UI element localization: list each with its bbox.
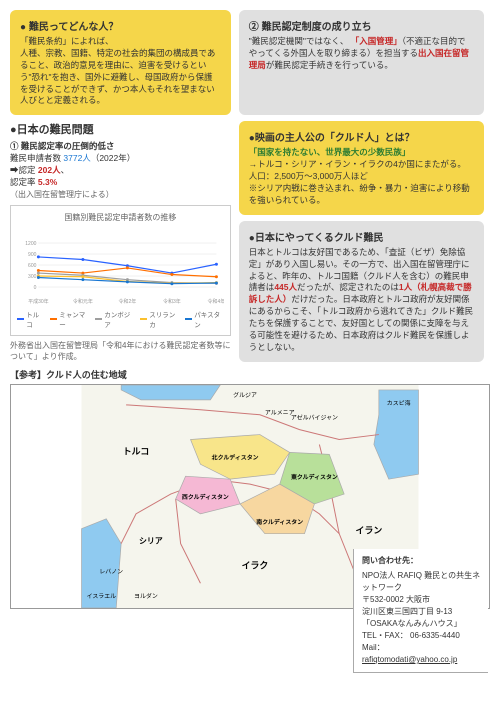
svg-text:0: 0 (34, 285, 37, 291)
svg-text:アゼルバイジャン: アゼルバイジャン (291, 414, 338, 422)
refugee-chart: 国籍別難民認定申請者数の推移 1200 900 600 300 0 平成30年 令和元年 令和… (10, 205, 231, 336)
svg-text:900: 900 (28, 252, 37, 258)
box-what-is-refugee: ● 難民ってどんな人？ 「難民条約」によれば、 人種、宗教、国籍、特定の社会的集… (10, 10, 231, 115)
box-kurd: ●映画の主人公の「クルド人」とは？ 「国家を持たない、世界最大の少数民族」 →ト… (239, 121, 484, 214)
svg-text:グルジア: グルジア (233, 391, 257, 399)
svg-text:令和4年: 令和4年 (208, 298, 224, 305)
map-title: 【参考】クルド人の住む地域 (10, 368, 490, 381)
svg-text:南クルディスタン: 南クルディスタン (256, 518, 303, 526)
contact-mail-label: Mail： (362, 642, 484, 654)
contact-addr3: 「OSAKAなんみんハウス」 (362, 618, 484, 630)
svg-text:イスラエル: イスラエル (87, 593, 117, 600)
svg-text:平成30年: 平成30年 (28, 298, 49, 305)
svg-text:シリア: シリア (139, 536, 163, 545)
contact-org: NPO法人 RAFIQ 難民との共生ネットワーク (362, 570, 484, 594)
box3-title: ●日本の難民問題 (10, 121, 231, 137)
box-kurd-japan: ●日本にやってくるクルド難民 日本とトルコは友好国であるため、「査証（ビザ）免除… (239, 221, 484, 362)
svg-text:600: 600 (28, 263, 37, 269)
right-column: ●映画の主人公の「クルド人」とは？ 「国家を持たない、世界最大の少数民族」 →ト… (239, 121, 484, 361)
chart-footnote: 外務省出入国在留管理局「令和4年における難民認定者数等について」より作成。 (10, 340, 231, 362)
svg-text:令和元年: 令和元年 (73, 298, 93, 305)
box5-title: ●日本にやってくるクルド難民 (249, 229, 474, 244)
box1-text: 「難民条約」によれば、 人種、宗教、国籍、特定の社会的集団の構成員であること、政… (20, 36, 221, 107)
row-1: ● 難民ってどんな人？ 「難民条約」によれば、 人種、宗教、国籍、特定の社会的集… (10, 10, 490, 115)
svg-text:東クルディスタン: 東クルディスタン (291, 473, 338, 481)
row-2: ●日本の難民問題 ① 難民認定率の圧倒的低さ 難民申請者数 3772人（2022… (10, 121, 490, 361)
box4-title: ●映画の主人公の「クルド人」とは？ (249, 129, 474, 144)
svg-text:西クルディスタン: 西クルディスタン (182, 493, 229, 501)
contact-mail: rafiqtomodati@yahoo.co.jp (362, 654, 484, 666)
contact-addr1: 〒532-0002 大阪市 (362, 594, 484, 606)
chart-legend: トルコ ミャンマー カンボジア スリランカ パキスタン (17, 309, 224, 329)
svg-text:1200: 1200 (25, 241, 36, 247)
line-chart-svg: 1200 900 600 300 0 平成30年 令和元年 令和2年 令和3年 令和4年 (17, 225, 224, 305)
svg-text:北クルディスタン: 北クルディスタン (212, 453, 259, 461)
box3-sub: ① 難民認定率の圧倒的低さ (10, 141, 231, 153)
contact-title: 問い合わせ先： (362, 555, 484, 567)
contact-addr2: 淀川区東三国四丁目 9-13 (362, 606, 484, 618)
svg-text:イラン: イラン (356, 525, 383, 535)
svg-text:ヨルダン: ヨルダン (134, 592, 158, 600)
svg-text:アルメニア: アルメニア (265, 410, 295, 417)
box1-title: ● 難民ってどんな人？ (20, 18, 221, 33)
box-system: ② 難民認定制度の成り立ち "難民認定機関"ではなく、 「入国管理」（不適正な目… (239, 10, 484, 115)
box2-text: "難民認定機関"ではなく、 「入国管理」（不適正な目的でやってくる外国人を取り締… (249, 36, 474, 72)
svg-text:カスピ海: カスピ海 (387, 399, 411, 407)
svg-text:令和2年: 令和2年 (119, 298, 137, 305)
box2-title: ② 難民認定制度の成り立ち (249, 18, 474, 33)
svg-text:イラク: イラク (242, 560, 269, 570)
chart-title: 国籍別難民認定申請者数の推移 (17, 212, 224, 223)
svg-text:レバノン: レバノン (99, 568, 123, 575)
contact-box: 問い合わせ先： NPO法人 RAFIQ 難民との共生ネットワーク 〒532-00… (353, 549, 488, 673)
contact-tel: TEL・FAX： 06-6335-4440 (362, 630, 484, 642)
svg-text:令和3年: 令和3年 (163, 298, 181, 305)
svg-text:300: 300 (28, 274, 37, 280)
japan-refugee-problem: ●日本の難民問題 ① 難民認定率の圧倒的低さ 難民申請者数 3772人（2022… (10, 121, 231, 361)
svg-text:トルコ: トルコ (123, 446, 150, 456)
